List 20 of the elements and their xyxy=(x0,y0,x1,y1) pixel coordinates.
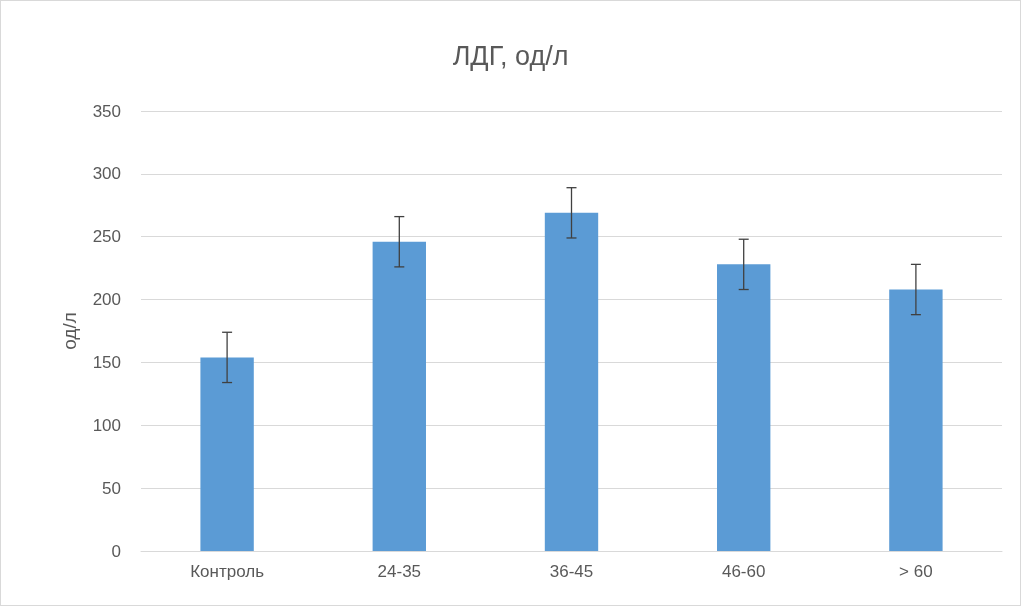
y-tick-label: 100 xyxy=(92,415,121,435)
x-tick-label: Контроль xyxy=(190,562,265,581)
y-tick-label: 200 xyxy=(92,290,121,310)
bar xyxy=(889,289,943,551)
y-tick-label: 150 xyxy=(92,352,121,372)
y-axis-title: од/л xyxy=(59,312,80,350)
chart-title: ЛДГ, од/л xyxy=(452,40,569,71)
y-tick-label: 250 xyxy=(92,227,121,247)
bar xyxy=(200,357,254,551)
bar xyxy=(717,264,771,551)
y-tick-label: 350 xyxy=(92,101,121,121)
x-tick-label: 46-60 xyxy=(721,562,766,581)
y-tick-label: 300 xyxy=(92,164,121,184)
y-tick-label: 50 xyxy=(102,478,121,498)
x-tick-label: 24-35 xyxy=(377,562,422,581)
bar xyxy=(544,212,599,551)
x-tick-label: 36-45 xyxy=(549,562,594,581)
y-tick-label: 0 xyxy=(111,541,121,561)
x-tick-label: > 60 xyxy=(899,562,933,581)
bar xyxy=(372,241,426,551)
